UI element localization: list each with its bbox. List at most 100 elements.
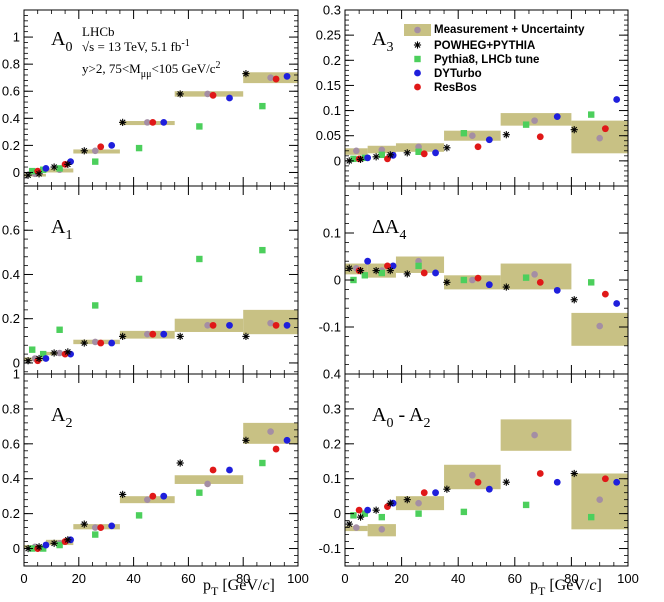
pythia-point [92,531,99,538]
y-tick-label: 0.8 [2,57,20,72]
panel-title: A1 [51,216,72,243]
measurement-point [353,147,360,155]
y-tick-label: 0.2 [2,138,20,153]
panel-title: A2 [51,404,72,431]
measurement-point [596,496,603,503]
panel-A3: 0 0.05 0.1 0.15 0.2 0.25 0.3 A3 [316,3,629,187]
pythia-point [196,123,203,130]
powheg-point [372,267,380,275]
pythia-point [588,111,595,118]
dyturbo-point [613,96,621,103]
measurement-point [204,90,211,98]
dyturbo-point [108,339,116,347]
measurement-point [353,524,360,531]
powheg-point [403,149,411,157]
dyturbo-point [485,281,493,289]
resbos-point [420,489,428,497]
resbos-point [209,321,217,329]
selection-label: y>2, 75<Mμμ<105 GeV/c2 [82,60,220,80]
resbos-point [420,269,428,277]
y-tick-label: 0.4 [2,267,20,282]
powheg-point [372,506,380,514]
powheg-point [119,332,127,340]
pythia-point [378,151,385,159]
resbos-point [209,91,217,99]
powheg-point [386,151,394,159]
dyturbo-point [283,321,291,329]
powheg-point [570,296,578,304]
pythia-point [378,513,385,521]
pythia-point [350,512,357,519]
resbos-point [149,118,157,126]
pythia-point [522,501,530,509]
measurement-point [469,471,476,479]
powheg-point [50,163,58,171]
resbos-point [272,445,280,453]
powheg-point [80,147,88,155]
dyturbo-point [364,257,372,265]
plot-area [345,256,628,346]
dyturbo-point [160,330,168,338]
pythia-point [135,144,143,152]
y-tick-label: 0.2 [323,53,341,68]
pythia-point [415,510,422,517]
measurement-point [144,330,151,338]
pythia-point [135,512,143,519]
x-tick-label: 20 [72,571,86,586]
powheg-point [64,536,72,544]
plot-area [24,246,298,365]
panel-title: A0 [51,28,72,55]
resbos-point [601,475,609,483]
dyturbo-point [553,478,561,486]
legend-label-resbos: ResBos [434,82,477,94]
pythia-point [92,158,99,165]
pythia-point [361,272,369,279]
dyturbo-point [108,141,116,149]
pythia-point [29,346,36,353]
powheg-point [64,348,72,356]
y-tick-label: 0 [334,506,341,521]
legend-label-measurement: Measurement + Uncertainty [434,24,585,36]
plot-area [24,422,298,553]
legend-swatch-measurement-marker [414,26,421,34]
powheg-point [50,349,58,357]
x-tick-label: 80 [564,571,578,586]
resbos-point [355,506,363,514]
y-tick-label: 0.4 [2,111,20,126]
measurement-point [531,431,538,439]
pythia-point [588,279,595,286]
y-tick-label: 0 [334,273,341,288]
panel-dA4: -0.1 0 0.1 ΔA4 [319,185,629,375]
y-tick-label: 0 [334,153,341,168]
x-tick-label: 0 [341,571,348,586]
resbos-point [272,321,280,329]
pythia-point [460,130,468,137]
dyturbo-point [485,485,493,493]
measurement-point [267,74,274,81]
resbos-point [536,133,544,141]
resbos-point [474,143,482,151]
measurement-point [267,428,274,435]
legend-swatch-powheg [413,41,422,49]
x-tick-label: 20 [394,571,408,586]
powheg-point [50,539,58,547]
legend-label-dyturbo: DYTurbo [434,68,482,80]
dyturbo-point [613,478,621,486]
panel-frame [23,185,299,375]
resbos-point [474,478,482,486]
pythia-point [415,148,422,156]
y-tick-label: 0.4 [2,471,20,486]
powheg-point [502,131,510,139]
powheg-point [372,153,380,161]
measurement-point [378,146,386,154]
plot-area [345,419,628,537]
measurement-point [144,119,151,126]
panel-title: A3 [372,28,393,55]
powheg-point [502,478,510,486]
resbos-point [272,75,280,83]
y-tick-label: 0.1 [323,471,341,486]
panel-title: ΔA4 [372,216,406,243]
y-tick-label: 0 [13,355,20,370]
